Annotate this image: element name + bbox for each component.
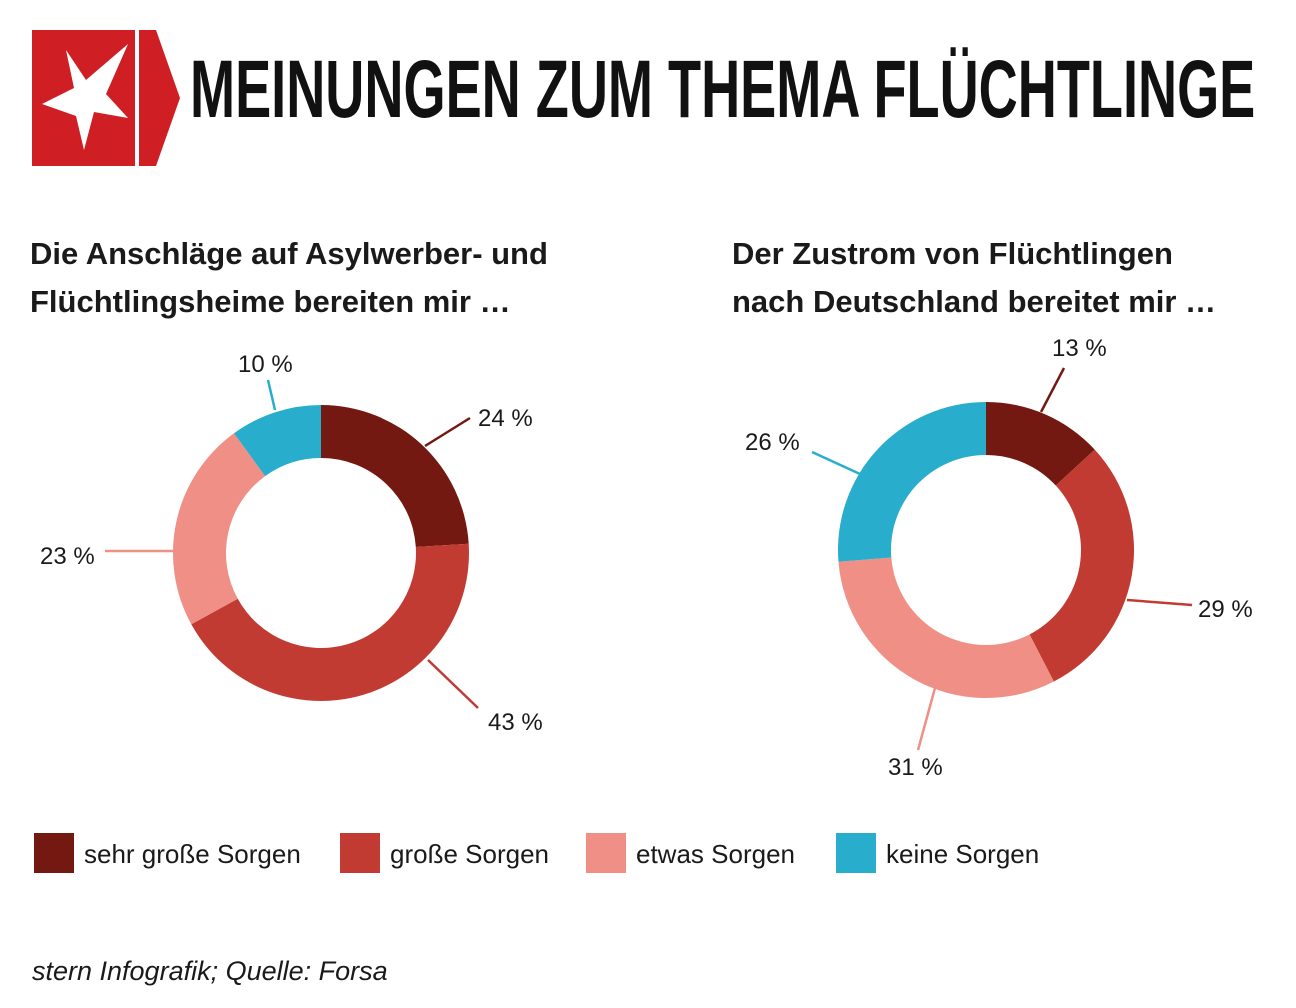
donut-chart-right: 13 % 29 % 31 % 26 % (745, 335, 1253, 781)
legend-label-sehr-grosse: sehr große Sorgen (84, 839, 301, 869)
leader-line-right-0 (1039, 367, 1066, 413)
leader-line-left-3 (266, 379, 277, 411)
data-label-right-0: 13 % (1052, 335, 1107, 362)
donut-slice-left-3 (234, 405, 321, 477)
donut-slice-right-3 (838, 402, 986, 562)
donut-slice-right-2 (838, 557, 1054, 698)
data-label-right-2: 31 % (888, 754, 943, 781)
leader-line-left-0 (424, 416, 471, 448)
data-label-left-3: 10 % (238, 351, 293, 378)
leader-line-right-2 (916, 687, 937, 751)
donut-slice-right-1 (1029, 449, 1134, 682)
chart-title-right-line-2: nach Deutschland bereitet mir … (732, 284, 1217, 319)
legend-swatch-sehr-grosse (34, 833, 74, 873)
source-note: stern Infografik; Quelle: Forsa (32, 956, 388, 986)
donut-slice-left-1 (191, 543, 469, 702)
legend-swatch-keine (836, 833, 876, 873)
legend-swatch-grosse (340, 833, 380, 873)
donut-chart-left: 24 % 43 % 23 % 10 % (40, 351, 543, 736)
stern-star-icon (32, 30, 180, 166)
chart-title-left-line-1: Die Anschläge auf Asylwerber- und (30, 236, 548, 271)
chart-title-left: Die Anschläge auf Asylwerber- und Flücht… (30, 230, 548, 326)
page-title: MEINUNGEN ZUM THEMA FLÜCHTLINGE (190, 44, 1256, 135)
legend-label-grosse: große Sorgen (390, 839, 549, 869)
donut-slice-left-0 (321, 405, 469, 548)
data-label-left-2: 23 % (40, 543, 95, 570)
chart-title-left-line-2: Flüchtlingsheime bereiten mir … (30, 284, 511, 319)
legend-label-etwas: etwas Sorgen (636, 839, 795, 869)
data-label-right-1: 29 % (1198, 596, 1253, 623)
data-label-left-0: 24 % (478, 405, 533, 432)
legend-swatch-etwas (586, 833, 626, 873)
chart-title-right: Der Zustrom von Flüchtlingen nach Deutsc… (732, 230, 1216, 326)
donut-slice-left-2 (173, 433, 266, 625)
data-label-right-3: 26 % (745, 429, 800, 456)
leader-line-right-3 (811, 450, 861, 476)
chart-title-right-line-1: Der Zustrom von Flüchtlingen (732, 236, 1173, 271)
legend-label-keine: keine Sorgen (886, 839, 1040, 869)
donut-slice-right-0 (986, 402, 1095, 486)
data-label-left-1: 43 % (488, 709, 543, 736)
leader-line-left-1 (427, 659, 479, 709)
leader-line-right-1 (1126, 598, 1193, 607)
